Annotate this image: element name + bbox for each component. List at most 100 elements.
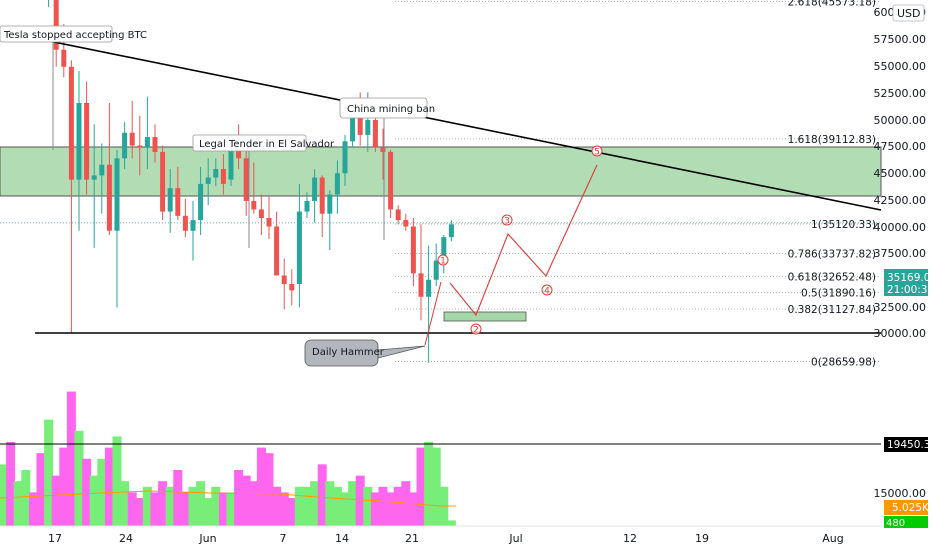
time-axis[interactable]: 17 24 Jun 7 14 21 Jul 12 19 Aug	[48, 532, 844, 545]
fib-label: 0.382(31127.84)	[788, 304, 876, 316]
descending-trendline	[0, 30, 882, 211]
candle	[152, 124, 158, 163]
price-tick-label: 15000.00	[874, 487, 927, 500]
volume-bar	[294, 486, 304, 526]
salvador-label: Legal Tender in El Salvador	[199, 139, 335, 150]
volume-bar	[74, 430, 84, 526]
candle	[213, 158, 219, 187]
price-tick-label: 32500.00	[874, 301, 927, 314]
volume-bar	[363, 486, 373, 526]
candle	[175, 166, 181, 221]
volume-bar	[234, 470, 244, 526]
volume-bar	[66, 391, 76, 526]
volume-bar	[249, 481, 259, 526]
price-tick-label: 37500.00	[874, 247, 927, 260]
volume-bar	[165, 486, 175, 526]
candle	[312, 168, 318, 223]
volume-bar	[317, 464, 327, 526]
time-tick-label: 12	[623, 532, 637, 545]
volume-low-tag: 480	[884, 516, 928, 529]
volume-bar	[370, 492, 380, 526]
fib-label: 0.5(31890.16)	[801, 288, 876, 300]
candle	[319, 175, 325, 238]
candle	[327, 190, 333, 250]
candle	[122, 122, 128, 169]
svg-text:1: 1	[440, 257, 446, 267]
candle	[91, 124, 97, 248]
candle	[395, 205, 401, 225]
volume-bar	[378, 486, 388, 526]
volume-bar	[6, 442, 16, 526]
fib-label: 0.786(33737.82)	[788, 248, 876, 260]
resistance-zone	[0, 146, 882, 197]
volume-bar	[97, 458, 107, 526]
volume-bar	[150, 492, 160, 526]
countdown-value: 21:00:35	[887, 284, 932, 296]
volume-bar	[112, 436, 122, 526]
volume-bar	[424, 442, 434, 526]
candle	[380, 128, 386, 180]
currency-button[interactable]: USD	[892, 4, 925, 22]
candle	[205, 158, 211, 206]
volume-bar	[28, 492, 38, 526]
volume-bar	[180, 492, 190, 526]
last-price-value: 35169.06	[887, 272, 932, 284]
volume-bar	[264, 453, 274, 526]
volume-bar	[310, 481, 320, 526]
candle	[266, 196, 272, 240]
fib-label: 1(35120.33)	[811, 219, 876, 231]
volume-bar	[104, 447, 114, 526]
candle	[144, 96, 150, 169]
wave-label: 1	[437, 254, 449, 267]
candle	[167, 168, 173, 233]
candlesticks	[48, 0, 454, 363]
candle	[160, 145, 166, 221]
volume-bar	[355, 475, 365, 526]
candle	[334, 160, 340, 214]
price-tick-label: 40000.00	[874, 221, 927, 234]
wave-label: 3	[501, 214, 513, 227]
wave-label: 5	[591, 145, 603, 158]
volume-bar	[13, 481, 23, 526]
hammer-pointer	[424, 281, 442, 346]
time-tick-label: 14	[335, 532, 349, 545]
candle	[106, 102, 112, 236]
candle	[129, 100, 135, 159]
volume-bar	[36, 453, 46, 526]
currency-label: USD	[897, 7, 921, 20]
elliott-wave-path	[449, 164, 598, 317]
time-tick-label: 7	[280, 532, 287, 545]
volume-bar	[127, 492, 137, 526]
volume-bar	[241, 475, 251, 526]
volume-bar	[325, 481, 335, 526]
price-tick-label: 57500.00	[874, 33, 927, 46]
volume-bar	[226, 492, 236, 526]
price-tick-label: 47500.00	[874, 140, 927, 153]
volume-bar	[158, 481, 168, 526]
svg-text:5: 5	[594, 148, 600, 158]
candle	[137, 115, 143, 176]
candle	[281, 258, 287, 310]
volume-bar	[21, 470, 31, 526]
fib-label: 0.618(32652.48)	[788, 272, 876, 284]
volume-bar	[218, 492, 228, 526]
volume-bar	[196, 481, 206, 526]
candle	[433, 243, 439, 287]
volume-bar	[431, 447, 441, 526]
candle	[251, 162, 257, 214]
support-price-value: 19450.31	[887, 439, 932, 451]
volume-bar	[348, 481, 358, 526]
volume-bar	[203, 498, 213, 526]
volume-bar	[340, 492, 350, 526]
candle	[220, 154, 226, 195]
price-tick-label: 42500.00	[874, 194, 927, 207]
volume-bar	[393, 486, 403, 526]
volume-bar	[44, 419, 54, 526]
volume-bar	[51, 475, 61, 526]
candle	[296, 183, 302, 308]
time-tick-label: Jul	[508, 532, 522, 545]
volume-bar	[142, 486, 152, 526]
volume-bar	[89, 475, 99, 526]
